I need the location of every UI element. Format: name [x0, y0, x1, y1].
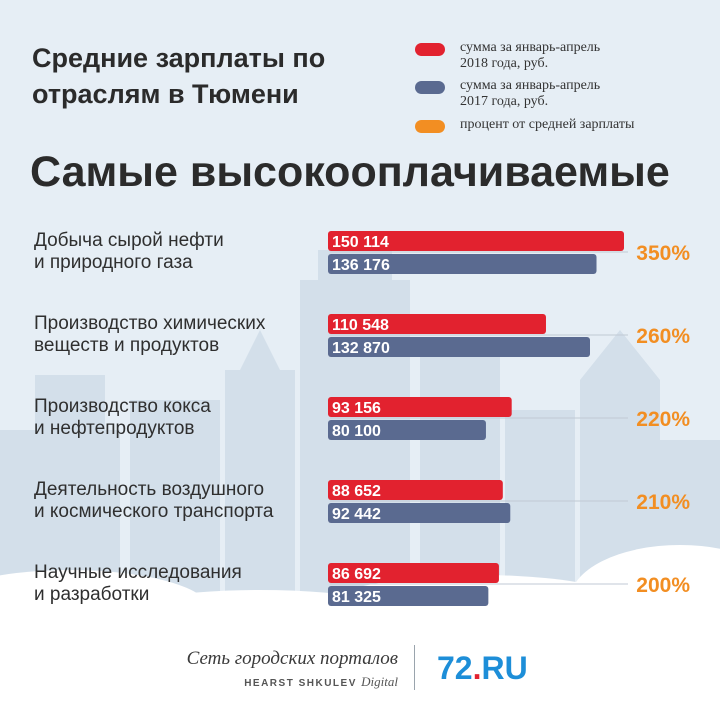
- bar-2017: [328, 337, 590, 357]
- category-label: веществ и продуктов: [34, 335, 219, 356]
- legend-item-percent: процент от средней зарплаты: [415, 117, 700, 133]
- bar-2018: [328, 480, 503, 500]
- bar-2017: [328, 420, 486, 440]
- bar-value-label: 93 156: [332, 400, 381, 417]
- category-label: Научные исследования: [34, 562, 242, 583]
- bar-value-label: 80 100: [332, 423, 381, 440]
- category-label: Производство химических: [34, 313, 266, 334]
- brand-logo-72ru[interactable]: 72.RU: [437, 650, 528, 687]
- hearst-name: HEARST SHKULEV: [244, 678, 357, 689]
- bar-2018: [328, 314, 546, 334]
- percent-label: 200%: [636, 574, 690, 597]
- bar-2017: [328, 503, 511, 523]
- bar-2018: [328, 231, 624, 251]
- category-label: Производство кокса: [34, 396, 211, 417]
- bar-value-label: 136 176: [332, 257, 390, 274]
- bar-2017: [328, 586, 489, 606]
- title-line-1: Средние зарплаты по: [32, 43, 326, 73]
- category-label: и космического транспорта: [34, 501, 274, 522]
- legend-text-percent: процент от средней зарплаты: [460, 117, 700, 133]
- hearst-logo: HEARST SHKULEV Digital: [178, 674, 398, 690]
- legend-swatch-2017: [415, 81, 445, 94]
- legend-percent-line1: процент от средней зарплаты: [460, 117, 635, 132]
- bar-2017: [328, 254, 597, 274]
- footer-divider: [414, 645, 415, 690]
- category-label: Добыча сырой нефти: [34, 230, 224, 251]
- category-label: и природного газа: [34, 252, 193, 273]
- category-label: Деятельность воздушного: [34, 479, 264, 500]
- legend-text-2017: сумма за январь-апрель 2017 года, руб.: [460, 78, 700, 110]
- legend-item-2018: сумма за январь-апрель 2018 года, руб.: [415, 40, 700, 72]
- brand-number: 72: [437, 650, 473, 686]
- footer-network-logo: Сеть городских порталов HEARST SHKULEV D…: [178, 648, 398, 690]
- legend-2017-line2: 2017 года, руб.: [460, 94, 549, 109]
- bar-value-label: 110 548: [332, 317, 389, 334]
- percent-label: 350%: [636, 242, 690, 265]
- bar-value-label: 86 692: [332, 566, 381, 583]
- category-label: и разработки: [34, 584, 149, 605]
- bar-value-label: 88 652: [332, 483, 381, 500]
- bar-value-label: 132 870: [332, 340, 390, 357]
- percent-label: 220%: [636, 408, 690, 431]
- legend-2018-line1: сумма за январь-апрель: [460, 40, 601, 55]
- brand-dot: .: [472, 650, 482, 686]
- network-name: Сеть городских порталов: [186, 648, 398, 669]
- chart-subtitle: Самые высокооплачиваемые: [30, 148, 670, 196]
- legend-text-2018: сумма за январь-апрель 2018 года, руб.: [460, 40, 700, 72]
- bar-value-label: 81 325: [332, 589, 381, 606]
- bar-value-label: 150 114: [332, 234, 389, 251]
- category-label: и нефтепродуктов: [34, 418, 195, 439]
- title-line-2: отраслям в Тюмени: [32, 79, 299, 109]
- bar-2018: [328, 397, 512, 417]
- bar-value-label: 92 442: [332, 506, 381, 523]
- percent-label: 210%: [636, 491, 690, 514]
- legend-2018-line2: 2018 года, руб.: [460, 56, 549, 71]
- legend-2017-line1: сумма за январь-апрель: [460, 78, 601, 93]
- legend-swatch-2018: [415, 43, 445, 56]
- legend-item-2017: сумма за январь-апрель 2017 года, руб.: [415, 78, 700, 110]
- brand-suffix: RU: [481, 650, 528, 686]
- percent-label: 260%: [636, 325, 690, 348]
- hearst-digital: Digital: [361, 674, 398, 689]
- bar-2018: [328, 563, 499, 583]
- legend-swatch-percent: [415, 120, 445, 133]
- page-title: Средние зарплаты по отраслям в Тюмени: [32, 40, 402, 112]
